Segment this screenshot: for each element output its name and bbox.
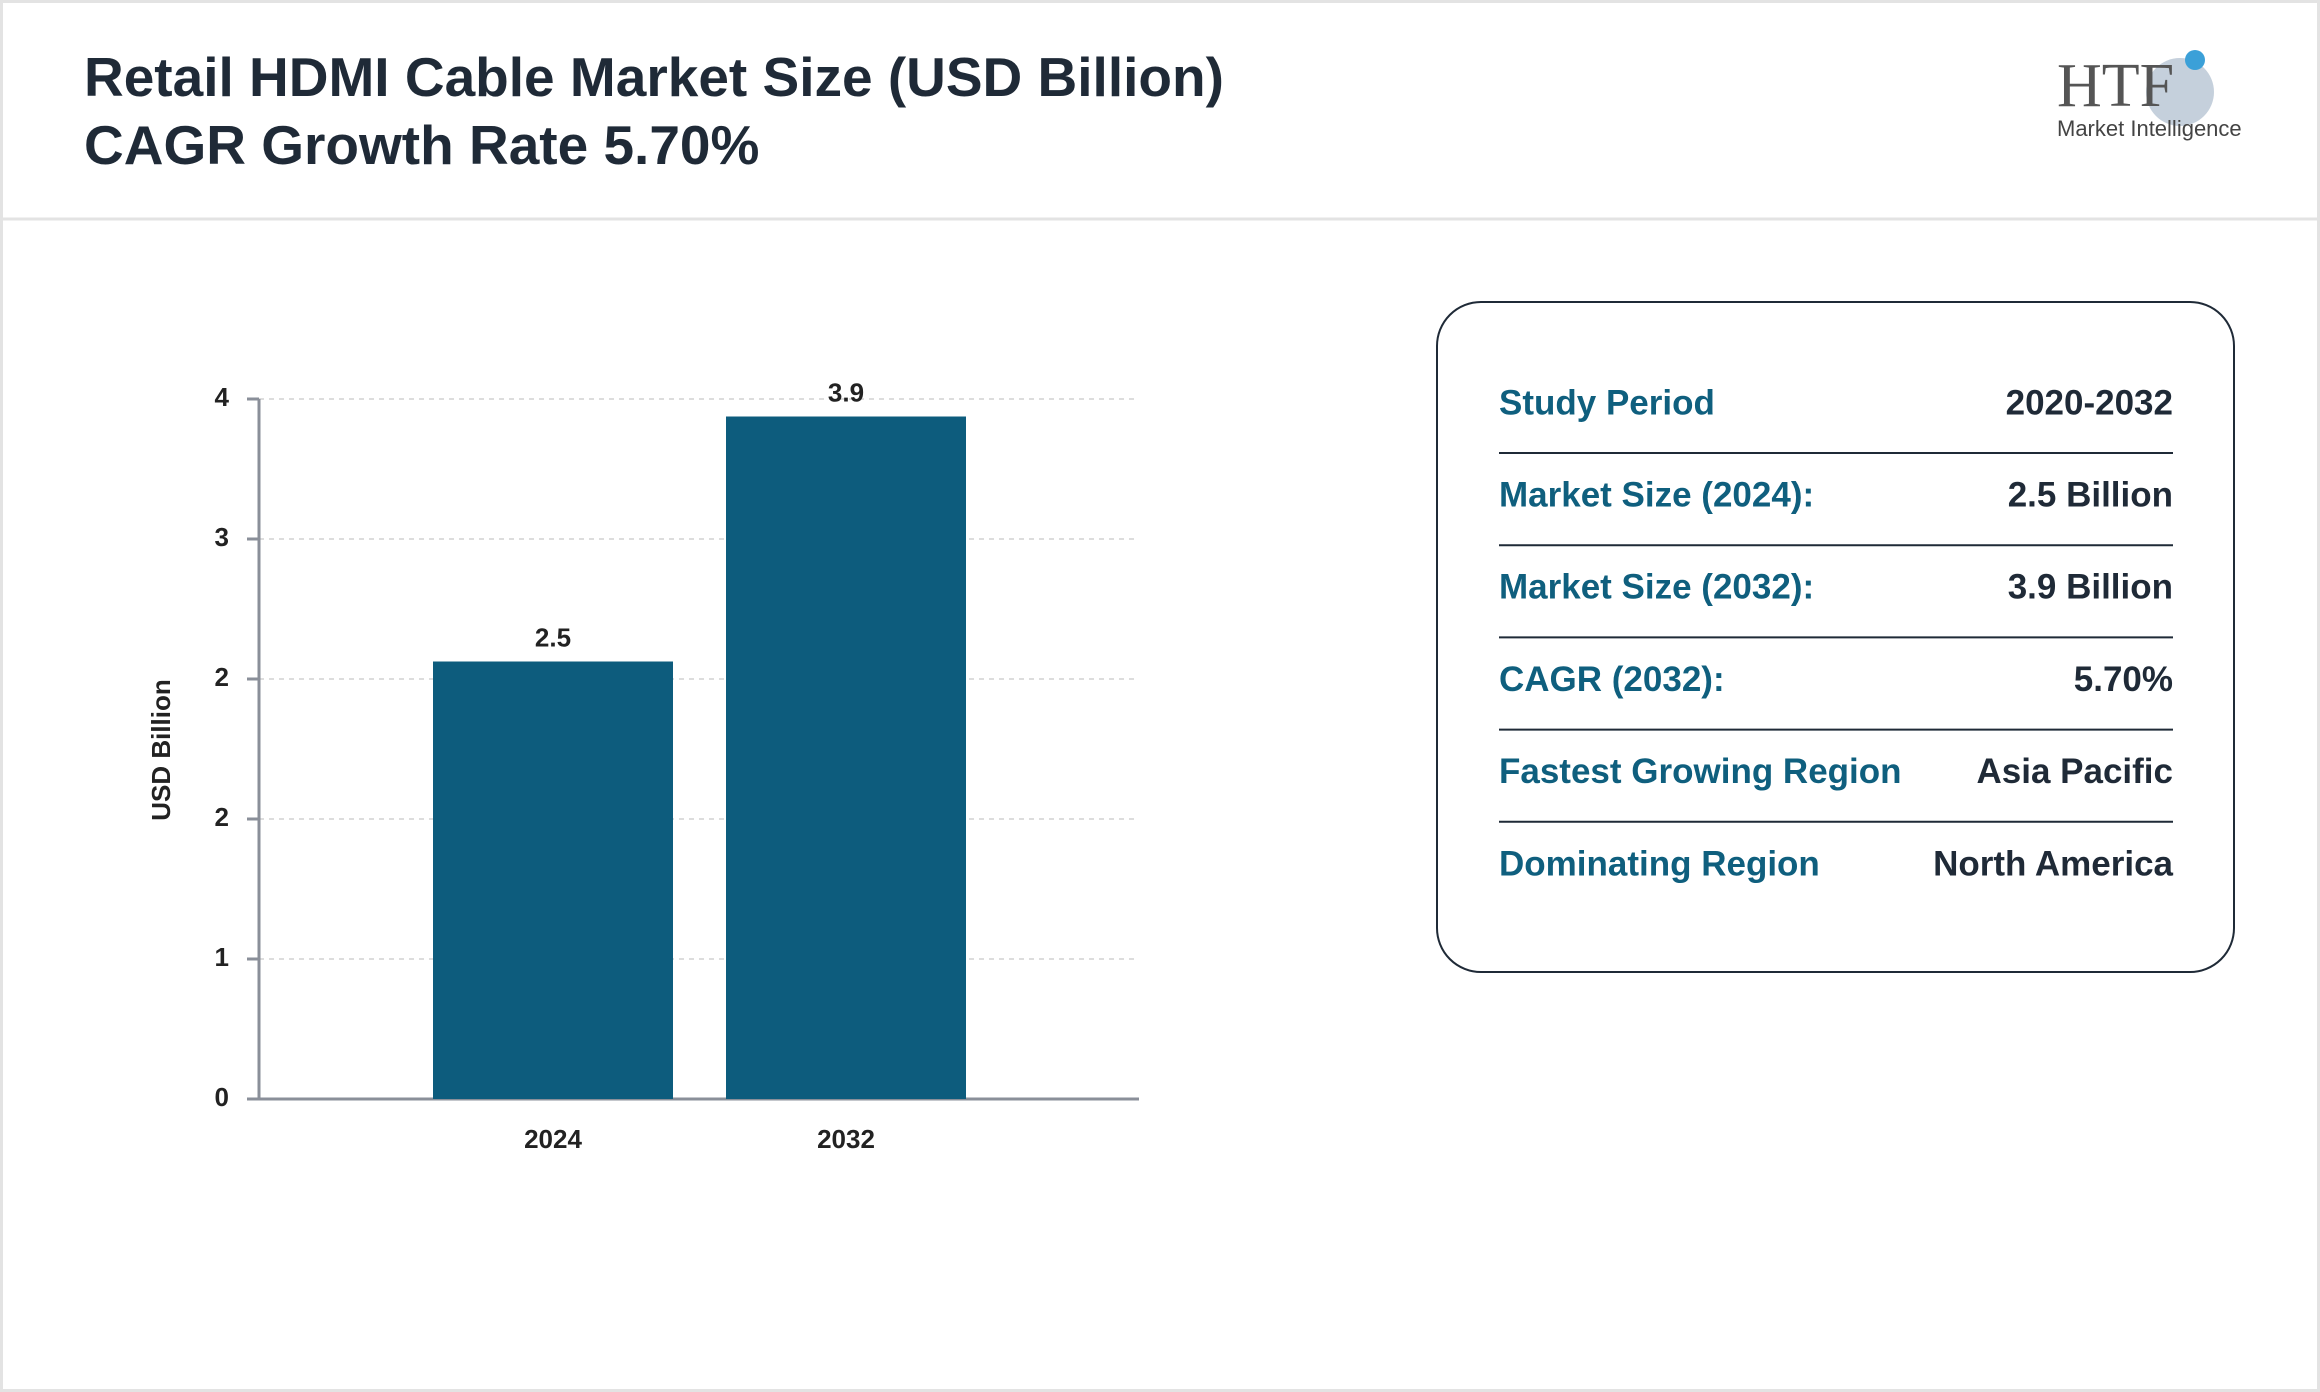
y-axis-label: USD Billion <box>146 679 176 821</box>
logo-tagline: Market Intelligence <box>2057 116 2242 141</box>
y-tick-label: 1 <box>215 942 229 972</box>
row-value: 2.5 Billion <box>2008 475 2173 514</box>
row-label: Study Period <box>1499 383 1715 422</box>
y-tick-label: 0 <box>215 1082 229 1112</box>
title-line: Retail HDMI Cable Market Size (USD Billi… <box>84 46 1224 108</box>
summary-table: Study Period 2020-2032 Market Size (2024):… <box>1499 383 2174 883</box>
title-line: CAGR Growth Rate 5.70% <box>84 114 759 176</box>
x-tick-label: 2032 <box>817 1124 875 1154</box>
row-value: 3.9 Billion <box>2008 568 2173 607</box>
y-tick-label: 2 <box>215 662 229 692</box>
row-label: Fastest Growing Region <box>1499 752 1902 791</box>
logo-swirl <box>2146 58 2214 126</box>
y-tick-label: 4 <box>215 382 230 412</box>
row-label: CAGR (2032): <box>1499 660 1725 699</box>
row-label: Market Size (2024): <box>1499 475 1814 514</box>
row-value: 5.70% <box>2074 660 2173 699</box>
y-tick-label: 2 <box>215 802 229 832</box>
row-label: Market Size (2032): <box>1499 568 1814 607</box>
data-label: 2.5 <box>535 622 571 652</box>
logo: HTF Market Intelligence <box>2057 50 2242 141</box>
logo-figure <box>2185 50 2205 70</box>
row-value: North America <box>1933 844 2173 883</box>
row-label: Dominating Region <box>1499 844 1820 883</box>
bar <box>433 661 673 1099</box>
row-value: 2020-2032 <box>2006 383 2173 422</box>
chart: 0 1 2 2 3 4 USD Billion 2.5 2024 3.9 2032 <box>146 377 1139 1154</box>
y-tick-label: 3 <box>215 522 229 552</box>
bar <box>726 416 966 1099</box>
x-tick-label: 2024 <box>524 1124 582 1154</box>
row-value: Asia Pacific <box>1977 752 2174 791</box>
data-label: 3.9 <box>828 377 864 407</box>
logo-brand: HTF <box>2057 52 2174 120</box>
